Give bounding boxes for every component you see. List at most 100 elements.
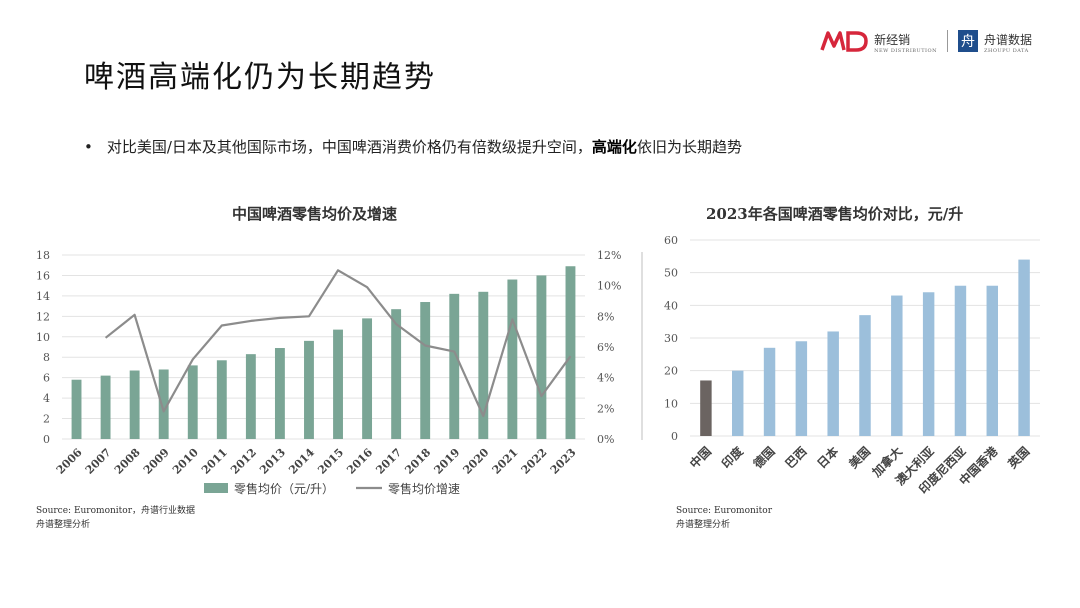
chart1-xtick-label: 2017 (373, 446, 404, 477)
chart2-ytick-label: 20 (664, 365, 678, 378)
bullet-suffix: 依旧为长期趋势 (636, 138, 742, 156)
chart1-bar (478, 291, 489, 439)
brand1-block: 新经销 NEW DISTRIBUTION (874, 29, 937, 54)
chart1-bar (245, 354, 256, 439)
chart1-ytick-label: 18 (36, 249, 50, 262)
chart1-bar (536, 275, 547, 439)
chart1-ytick-label: 0 (43, 433, 50, 446)
chart1-bar (216, 360, 227, 439)
bullet-dot: • (84, 138, 93, 156)
chart2-bar (954, 285, 967, 436)
chart1-xtick-label: 2019 (432, 446, 463, 477)
chart1-xtick-label: 2007 (83, 446, 114, 477)
chart1-xtick-label: 2009 (141, 446, 172, 477)
chart1-xtick-label: 2016 (344, 446, 375, 477)
chart1-bar (187, 365, 198, 439)
chart1-ytick-label: 4 (43, 392, 50, 405)
chart2-bar (891, 295, 903, 436)
source-left-line2: 舟谱整理分析 (36, 520, 91, 530)
chart1-bar (71, 379, 82, 439)
chart1-svg: 0246810121416180%2%4%6%8%10%12%200620072… (36, 249, 643, 496)
chart1-xtick-label: 2011 (199, 446, 230, 477)
brand2-sub: ZHOUPU DATA (983, 47, 1029, 54)
chart2-ytick-label: 0 (671, 430, 678, 443)
chart2-title: 2023年各国啤酒零售均价对比，元/升 (706, 205, 964, 223)
chart1-legend-bar-swatch (204, 483, 228, 493)
source-right-line2: 舟谱整理分析 (676, 520, 731, 530)
chart1-y2tick-label: 6% (597, 341, 614, 354)
brand2-name: 舟谱数据 (983, 32, 1032, 47)
chart2-ytick-label: 40 (664, 299, 678, 312)
chart1-y2tick-label: 0% (597, 433, 614, 446)
bullet-bold: 高端化 (591, 138, 637, 156)
chart1-ytick-label: 14 (36, 290, 50, 303)
chart1-title: 中国啤酒零售均价及增速 (232, 205, 398, 223)
chart2-bar (827, 331, 839, 436)
chart1-bar (507, 279, 518, 439)
chart2-bar (922, 292, 935, 436)
logo-area: 新经销 NEW DISTRIBUTION 舟 舟谱数据 ZHOUPU DATA (820, 28, 1032, 54)
chart1-y2tick-label: 2% (597, 402, 614, 415)
chart2-ytick-label: 60 (664, 234, 678, 247)
chart2-ytick-label: 50 (664, 267, 678, 280)
chart2-xtick-label: 德国 (750, 444, 778, 472)
bullet-point: • 对比美国/日本及其他国际市场，中国啤酒消费价格仍有倍数级提升空间，高端化依旧为… (84, 136, 742, 157)
chart1-xtick-label: 2006 (54, 446, 85, 477)
chart1-bar (274, 348, 285, 439)
chart1-bar (129, 370, 140, 439)
bullet-text: 对比美国/日本及其他国际市场，中国啤酒消费价格仍有倍数级提升空间， (106, 138, 592, 156)
chart2-bar (1018, 259, 1030, 436)
chart1-xtick-label: 2023 (548, 446, 579, 477)
chart2-xtick-label: 英国 (1005, 444, 1033, 472)
source-right: Source: Euromonitor 舟谱整理分析 (676, 504, 772, 532)
source-left-line1: Source: Euromonitor，舟谱行业数据 (36, 506, 195, 516)
chart2-xtick-label: 印度 (718, 443, 746, 471)
chart2-bar (700, 380, 712, 436)
chart2-bar (986, 285, 998, 436)
chart1-bar (565, 266, 576, 439)
chart1-xtick-label: 2014 (286, 446, 317, 477)
chart1-bar (100, 375, 111, 439)
chart2-bar (732, 370, 744, 436)
chart1-xtick-label: 2012 (228, 446, 259, 477)
chart1-bar (333, 329, 343, 439)
chart1-bar (158, 369, 169, 439)
chart1-y2tick-label: 10% (597, 280, 621, 293)
brand2-block: 舟谱数据 ZHOUPU DATA (984, 29, 1032, 54)
chart1-ytick-label: 2 (43, 413, 50, 426)
chart2-bar (763, 347, 776, 436)
chart2-xtick-label: 美国 (846, 444, 874, 472)
chart1-legend-line-label: 零售均价增速 (388, 481, 460, 496)
chart2-xtick-label: 日本 (814, 444, 842, 472)
chart1-ytick-label: 6 (43, 372, 50, 385)
chart1-xtick-label: 2022 (519, 446, 550, 477)
chart1-xtick-label: 2020 (461, 446, 492, 477)
brand1-sub: NEW DISTRIBUTION (874, 47, 937, 54)
page-title: 啤酒高端化仍为长期趋势 (84, 60, 436, 95)
chart1-xtick-label: 2021 (490, 446, 521, 477)
brand1-name: 新经销 (874, 32, 911, 47)
chart1-y2tick-label: 4% (597, 372, 614, 385)
chart1-ytick-label: 8 (43, 351, 50, 364)
chart2-ytick-label: 10 (664, 397, 678, 410)
source-right-line1: Source: Euromonitor (676, 506, 772, 516)
chart1-xtick-label: 2015 (315, 446, 346, 477)
chart2-xtick-label: 中国 (686, 444, 714, 472)
chart1-bar (304, 340, 314, 439)
source-left: Source: Euromonitor，舟谱行业数据 舟谱整理分析 (36, 504, 195, 532)
chart1-y2tick-label: 8% (597, 310, 614, 323)
chart1-xtick-label: 2008 (112, 446, 143, 477)
chart1-legend-bar-label: 零售均价（元/升） (234, 481, 334, 496)
chart1-ytick-label: 10 (36, 331, 50, 344)
chart2-bar (859, 315, 871, 436)
chart1-xtick-label: 2013 (257, 446, 288, 477)
chart1-ytick-label: 16 (36, 269, 50, 282)
brand2-icon: 舟 (957, 30, 978, 52)
brand-logo-icon (820, 31, 868, 52)
chart1-y2tick-label: 12% (597, 249, 621, 262)
chart2-xtick-label: 巴西 (783, 444, 810, 471)
logo-divider (946, 30, 948, 52)
chart1-bar (449, 293, 460, 439)
chart1-ytick-label: 12 (36, 310, 50, 323)
